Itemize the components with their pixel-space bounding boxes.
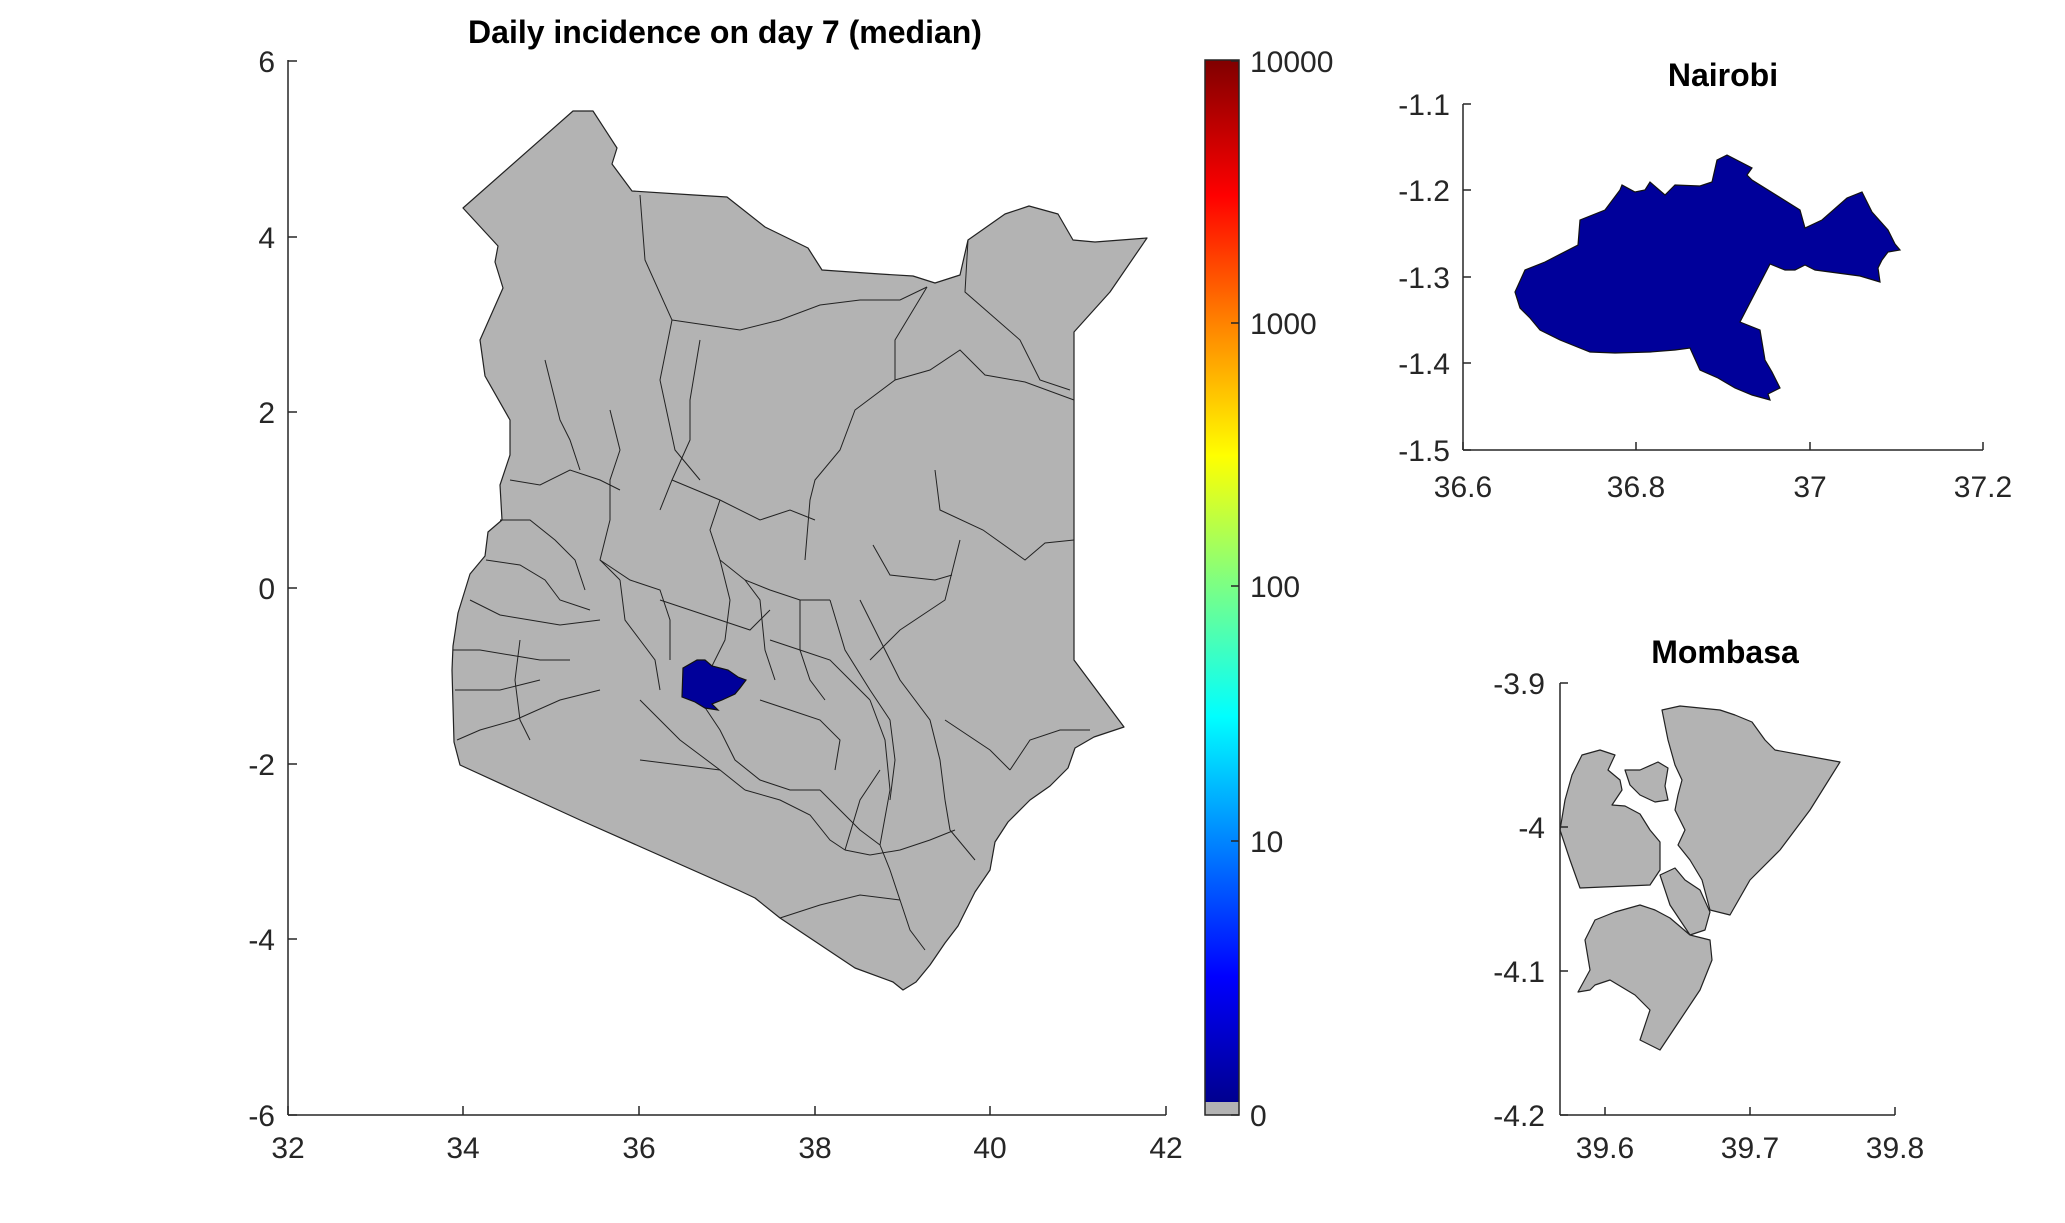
nairobi-y-tick-label: -1.5 — [1398, 435, 1450, 468]
mombasa-y-tick-label: -4.1 — [1493, 956, 1545, 989]
main-x-tick-label: 42 — [1149, 1132, 1182, 1165]
nairobi-y-tick-label: -1.1 — [1398, 89, 1450, 122]
mombasa-x-tick-label: 39.8 — [1866, 1132, 1924, 1165]
mombasa-inset-title: Mombasa — [1651, 634, 1799, 670]
colorbar-zero-swatch — [1205, 1102, 1239, 1115]
nairobi-y-tick-label: -1.4 — [1398, 348, 1450, 381]
main-x-tick-label: 40 — [973, 1132, 1006, 1165]
main-x-tick-label: 36 — [622, 1132, 655, 1165]
nairobi-inset-title: Nairobi — [1668, 57, 1778, 93]
main-y-tick-label: 2 — [258, 397, 275, 430]
colorbar-gradient — [1205, 60, 1239, 1102]
main-y-tick-label: 4 — [258, 222, 275, 255]
main-x-tick-label: 38 — [798, 1132, 831, 1165]
mombasa-inset-panel: Mombasa -3.9 -4 -4.1 -4.2 39.6 39.7 39.8 — [1493, 634, 1924, 1165]
mombasa-y-tick-label: -4 — [1518, 812, 1545, 845]
main-y-tick-label: 6 — [258, 46, 275, 79]
colorbar-tick-label: 10000 — [1250, 46, 1333, 79]
county-borders — [453, 194, 1090, 951]
nairobi-x-tick-label: 37 — [1793, 471, 1826, 504]
colorbar-tick-label: 10 — [1250, 826, 1283, 859]
kenya-map — [451, 110, 1148, 991]
nairobi-x-tick-label: 37.2 — [1954, 471, 2012, 504]
mombasa-shape — [1559, 705, 1841, 1051]
nairobi-county-highlight — [681, 659, 747, 711]
nairobi-y-tick-label: -1.2 — [1398, 175, 1450, 208]
main-x-tick-label: 32 — [271, 1132, 304, 1165]
main-x-tick-label: 34 — [446, 1132, 479, 1165]
main-map-title: Daily incidence on day 7 (median) — [468, 14, 982, 50]
mombasa-x-tick-label: 39.7 — [1721, 1132, 1779, 1165]
main-x-ticks: 32 34 36 38 40 42 — [271, 1106, 1183, 1165]
nairobi-y-tick-label: -1.3 — [1398, 262, 1450, 295]
main-y-tick-label: -4 — [248, 924, 275, 957]
mombasa-x-tick-label: 39.6 — [1576, 1132, 1634, 1165]
colorbar: 10000 1000 100 10 0 — [1204, 46, 1333, 1133]
nairobi-x-tick-label: 36.6 — [1434, 471, 1492, 504]
main-map-panel: Daily incidence on day 7 (median) — [248, 14, 1182, 1165]
colorbar-tick-label: 1000 — [1250, 308, 1317, 341]
colorbar-tick-label: 0 — [1250, 1100, 1267, 1133]
mombasa-y-tick-label: -3.9 — [1493, 668, 1545, 701]
main-y-tick-label: -6 — [248, 1100, 275, 1133]
nairobi-shape — [1514, 154, 1902, 401]
nairobi-inset-panel: Nairobi -1.1 -1.2 -1.3 -1.4 -1.5 36.6 36… — [1398, 57, 2012, 504]
main-y-ticks: 6 4 2 0 -2 -4 -6 — [248, 46, 297, 1133]
main-y-tick-label: 0 — [258, 573, 275, 606]
colorbar-tick-label: 100 — [1250, 571, 1300, 604]
mombasa-y-tick-label: -4.2 — [1493, 1100, 1545, 1133]
nairobi-x-tick-label: 36.8 — [1607, 471, 1665, 504]
main-y-tick-label: -2 — [248, 749, 275, 782]
